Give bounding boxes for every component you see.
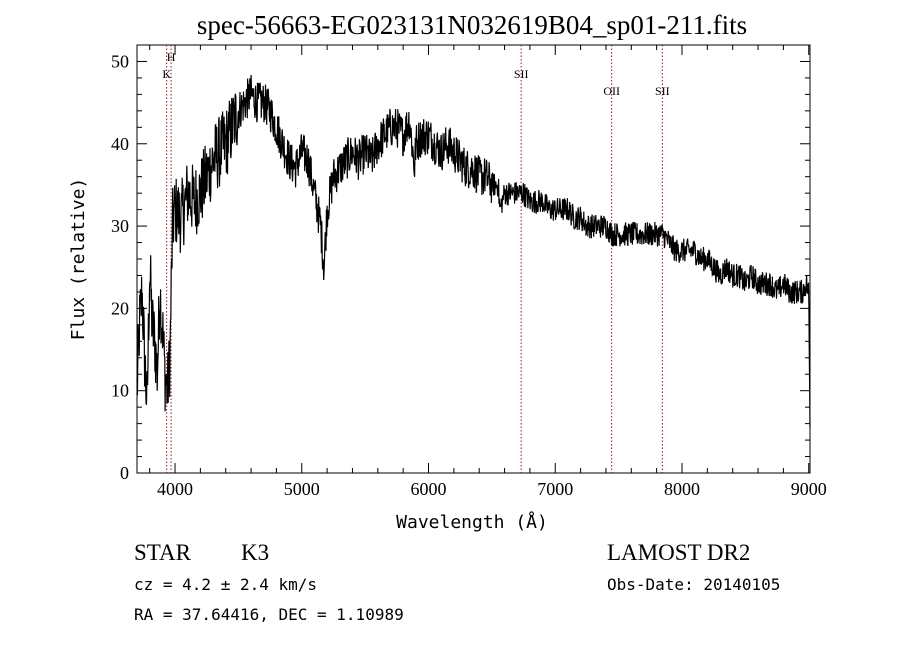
y-tick-label: 30 — [111, 216, 129, 236]
spectral-line-label: SII — [514, 67, 529, 81]
redshift-velocity: cz = 4.2 ± 2.4 km/s — [134, 575, 317, 594]
axis-ticks: 4000 5000 6000 7000 8000 9000 0 10 20 30 40 50 — [111, 44, 827, 499]
y-tick-label: 50 — [111, 51, 129, 71]
x-tick-label: 4000 — [157, 479, 193, 499]
spectral-line-label: H — [167, 50, 176, 64]
spectral-line-label: K — [162, 67, 171, 81]
sky-coordinates: RA = 37.64416, DEC = 1.10989 — [134, 605, 404, 624]
x-tick-label: 9000 — [791, 479, 827, 499]
object-class: STAR — [134, 540, 192, 565]
spectrum-line — [136, 74, 811, 429]
y-tick-label: 20 — [111, 298, 129, 318]
chart-title: spec-56663-EG023131N032619B04_sp01-211.f… — [197, 10, 747, 40]
y-tick-label: 10 — [111, 381, 129, 401]
x-tick-label: 7000 — [537, 479, 573, 499]
x-tick-label: 8000 — [664, 479, 700, 499]
survey-name: LAMOST DR2 — [607, 540, 750, 565]
spectral-line-label: SII — [655, 84, 670, 98]
x-tick-label: 5000 — [284, 479, 320, 499]
object-subclass: K3 — [241, 540, 269, 565]
y-axis-label: Flux (relative) — [68, 178, 89, 341]
x-axis-label: Wavelength (Å) — [396, 511, 548, 533]
observation-date: Obs-Date: 20140105 — [607, 575, 780, 594]
spectral-line-markers: KH SII OII SII — [162, 45, 670, 473]
y-tick-label: 0 — [120, 463, 129, 483]
y-tick-label: 40 — [111, 134, 129, 154]
spectral-line-label: OII — [603, 84, 620, 98]
x-tick-label: 6000 — [411, 479, 447, 499]
